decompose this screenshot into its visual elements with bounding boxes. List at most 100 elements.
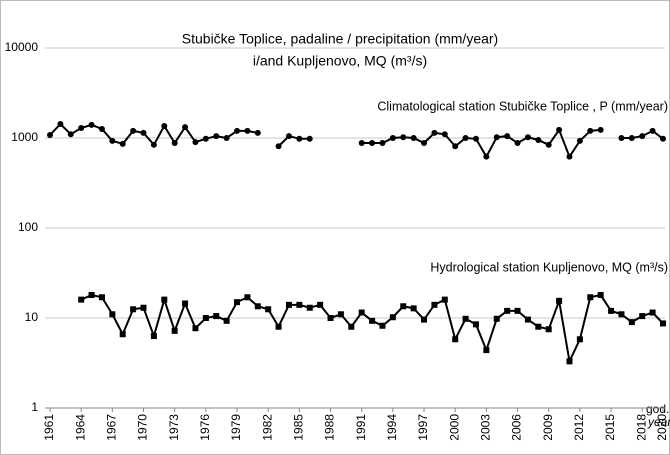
x-tick-label: 1973 xyxy=(167,414,181,441)
data-point xyxy=(379,322,386,329)
data-point xyxy=(649,127,656,134)
data-point xyxy=(150,141,157,148)
data-point xyxy=(462,315,469,322)
data-point xyxy=(421,316,428,323)
data-point xyxy=(78,296,85,303)
x-tick-label: 1985 xyxy=(292,414,306,441)
data-point xyxy=(400,303,407,310)
data-point xyxy=(410,135,417,141)
data-point xyxy=(524,134,531,141)
data-point xyxy=(317,301,324,308)
data-point xyxy=(182,300,189,307)
data-point xyxy=(213,133,220,140)
data-point xyxy=(306,304,313,311)
data-point xyxy=(88,121,95,128)
data-point xyxy=(483,153,490,160)
data-point xyxy=(369,139,376,146)
data-point xyxy=(535,323,542,330)
data-point xyxy=(192,325,199,332)
x-tick-label: 1976 xyxy=(198,414,212,441)
data-point xyxy=(98,294,105,301)
data-point xyxy=(431,301,438,308)
data-point xyxy=(161,122,168,129)
data-point xyxy=(639,133,646,140)
data-point xyxy=(410,305,417,312)
data-point xyxy=(389,135,396,141)
data-point xyxy=(327,315,334,321)
data-point xyxy=(47,131,53,138)
data-point xyxy=(109,311,116,318)
x-tick-label: 1967 xyxy=(105,414,119,441)
data-point xyxy=(618,135,625,141)
data-point xyxy=(545,326,552,333)
data-point xyxy=(150,333,157,340)
data-point xyxy=(119,140,126,147)
data-point xyxy=(265,306,272,313)
data-point xyxy=(98,125,105,132)
data-point xyxy=(202,315,209,321)
data-point xyxy=(296,135,303,142)
data-point xyxy=(254,129,261,136)
data-point xyxy=(483,347,490,354)
data-point xyxy=(514,139,521,146)
x-tick-label: 1991 xyxy=(354,414,368,441)
data-point xyxy=(358,139,365,146)
x-tick-label: 1994 xyxy=(385,414,399,441)
data-point xyxy=(400,134,407,141)
data-point xyxy=(639,313,646,320)
y-tick-label: 10000 xyxy=(5,40,39,54)
data-point xyxy=(109,137,116,144)
data-point xyxy=(389,314,396,321)
data-point xyxy=(608,307,615,314)
data-point xyxy=(285,133,292,140)
data-point xyxy=(78,125,85,132)
data-point xyxy=(660,135,666,142)
x-tick-label: 2009 xyxy=(541,414,555,441)
data-point xyxy=(369,317,376,324)
data-point xyxy=(431,129,438,136)
data-point xyxy=(452,336,459,343)
data-point xyxy=(223,317,230,324)
x-tick-label: 1982 xyxy=(260,414,274,441)
x-tick-label: 2000 xyxy=(447,414,461,441)
data-point xyxy=(566,358,573,365)
data-point xyxy=(130,306,137,313)
data-point xyxy=(628,135,635,141)
data-point xyxy=(462,135,469,141)
data-point xyxy=(566,153,573,160)
x-tick-label: 1997 xyxy=(416,414,430,441)
data-point xyxy=(597,126,604,133)
data-point xyxy=(576,336,583,343)
data-point xyxy=(587,127,594,134)
data-point xyxy=(130,127,137,134)
data-point xyxy=(472,321,479,328)
x-tick-label: 1964 xyxy=(73,414,87,441)
x-tick-label: 2020 xyxy=(655,414,669,441)
data-point xyxy=(504,307,511,314)
data-point xyxy=(452,143,459,150)
series-label: Hydrological station Kupljenovo, MQ (m³/… xyxy=(430,260,668,274)
x-tick-label: 2012 xyxy=(572,414,586,441)
data-point xyxy=(213,313,220,320)
data-point xyxy=(493,134,500,141)
data-point xyxy=(524,316,531,323)
data-point xyxy=(192,139,199,146)
data-point xyxy=(234,299,241,306)
data-point xyxy=(576,137,583,144)
data-point xyxy=(275,323,282,330)
data-point xyxy=(119,331,126,338)
data-point xyxy=(244,127,251,134)
data-point xyxy=(441,131,448,138)
y-tick-label: 10 xyxy=(25,310,39,324)
data-point xyxy=(514,307,521,314)
data-point xyxy=(348,323,355,330)
x-tick-label: 1961 xyxy=(42,414,56,441)
data-point xyxy=(285,301,292,308)
x-axis-label: year xyxy=(647,415,670,429)
data-point xyxy=(254,303,261,310)
data-point xyxy=(140,304,147,311)
data-point xyxy=(296,301,303,308)
data-point xyxy=(202,135,209,142)
data-point xyxy=(140,129,147,136)
